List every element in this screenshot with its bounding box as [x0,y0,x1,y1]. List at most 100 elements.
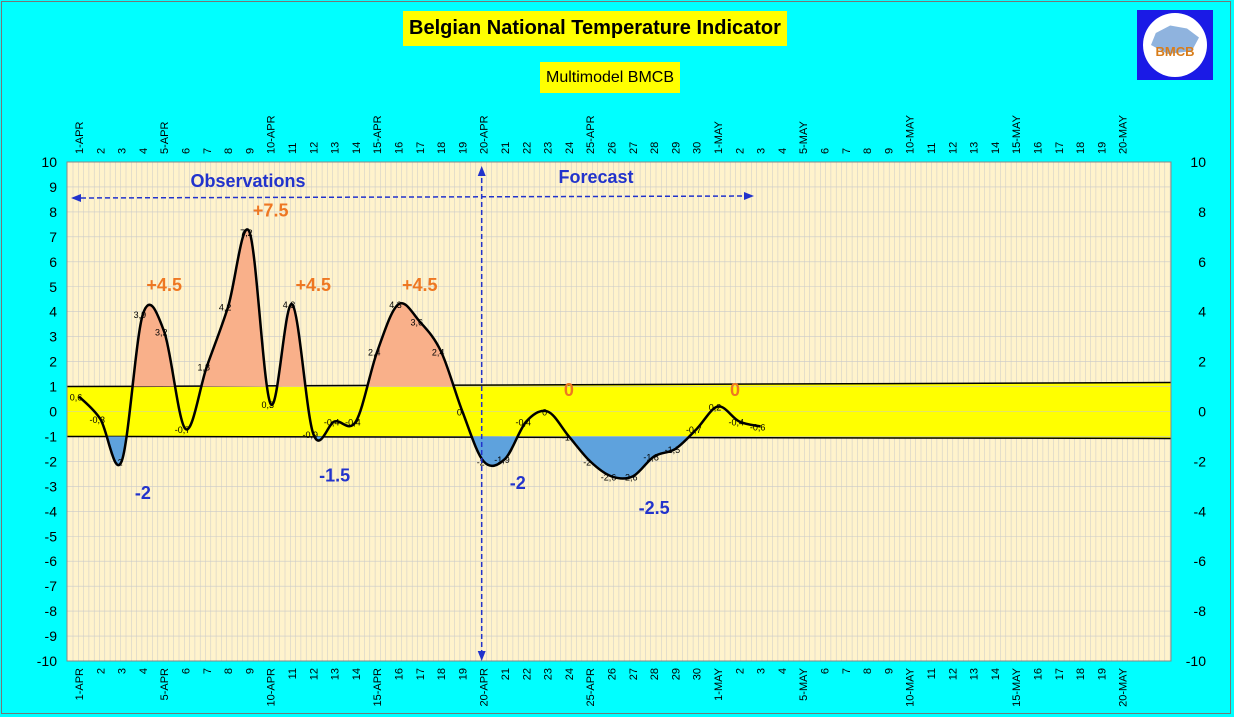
split-arrow-top [477,166,486,176]
x-tick-label-bottom: 8 [862,668,874,674]
y-tick-label-left: -1 [45,428,58,444]
y-tick-label-left: 1 [49,379,57,395]
data-point-label: -0,9 [303,430,319,440]
x-tick-label-top: 7 [202,148,214,154]
x-tick-label-top: 23 [543,142,555,154]
data-point-label: -2 [115,457,123,467]
x-tick-label-bottom: 2 [95,668,107,674]
y-tick-label-right: -4 [1194,503,1207,519]
x-tick-label-top: 2 [95,148,107,154]
x-tick-label-top: 10-APR [266,115,278,154]
y-tick-label-left: 6 [49,254,57,270]
x-tick-label-bottom: 18 [1075,668,1087,680]
x-tick-label-top: 17 [1054,142,1066,154]
x-tick-label-bottom: 6 [181,668,193,674]
temperature-line [78,228,761,480]
x-tick-label-top: 4 [138,148,150,154]
x-tick-label-top: 30 [692,142,704,154]
x-tick-label-bottom: 22 [521,668,533,680]
y-tick-label-left: -3 [45,478,58,494]
x-tick-label-top: 16 [1033,142,1045,154]
x-tick-label-bottom: 11 [287,668,299,679]
x-tick-label-bottom: 21 [500,668,512,680]
x-tick-label-bottom: 16 [1033,668,1045,680]
x-tick-label-top: 3 [117,148,129,154]
x-tick-label-top: 20-APR [479,115,491,154]
x-tick-label-top: 19 [1096,142,1108,154]
y-tick-label-left: -8 [45,603,58,619]
x-tick-label-bottom: 10-MAY [905,667,917,707]
x-tick-label-top: 7 [841,148,853,154]
x-tick-label-top: 5-MAY [798,121,810,154]
peak-label-warm: 0 [730,380,740,400]
y-tick-label-left: 10 [41,154,57,170]
x-tick-label-top: 11 [926,143,938,154]
x-tick-label-bottom: 1-MAY [713,667,725,700]
x-tick-label-top: 9 [244,148,256,154]
split-arrow-bottom [477,651,486,661]
x-tick-label-top: 29 [670,142,682,154]
x-tick-label-bottom: 14 [351,668,363,680]
x-tick-label-bottom: 8 [223,668,235,674]
data-point-label: -0,3 [90,415,106,425]
data-point-label: -0,4 [345,417,361,427]
y-tick-label-right: 0 [1198,404,1206,420]
x-tick-label-bottom: 30 [692,668,704,680]
x-tick-label-top: 2 [734,148,746,154]
data-point-label: 3,2 [155,328,168,338]
x-tick-label-top: 12 [308,142,320,154]
x-tick-label-top: 13 [969,142,981,154]
data-point-label: 3,6 [411,318,424,328]
x-tick-label-bottom: 7 [202,668,214,674]
x-tick-label-bottom: 5-APR [159,668,171,700]
y-tick-label-left: 2 [49,354,57,370]
x-tick-label-bottom: 25-APR [585,668,597,707]
data-point-label: -2,6 [601,472,617,482]
data-point-label: 7,2 [240,228,253,238]
data-point-label: -2 [583,457,591,467]
y-tick-label-right: -2 [1194,453,1207,469]
data-point-label: -2,6 [622,472,638,482]
normal-band [67,382,1171,439]
data-point-label: -0,4 [516,417,532,427]
x-tick-label-top: 6 [820,148,832,154]
data-point-label: 0,3 [261,400,274,410]
data-point-label: 0,2 [709,403,722,413]
x-tick-label-top: 20-MAY [1118,114,1130,154]
y-tick-label-left: 3 [49,329,57,345]
x-tick-label-top: 9 [883,148,895,154]
x-tick-label-bottom: 7 [841,668,853,674]
x-tick-label-bottom: 19 [1096,668,1108,680]
x-tick-label-bottom: 6 [820,668,832,674]
x-tick-label-top: 6 [181,148,193,154]
x-tick-label-bottom: 4 [777,668,789,674]
x-tick-label-top: 24 [564,142,576,154]
y-tick-label-left: 7 [49,229,57,245]
period-arrow-line [72,195,753,199]
x-tick-label-bottom: 15-MAY [1011,667,1023,707]
data-point-label: 3,9 [134,310,147,320]
data-point-label: 4,3 [283,300,296,310]
x-tick-label-bottom: 23 [543,668,555,680]
x-tick-label-top: 13 [330,142,342,154]
x-tick-label-bottom: 9 [244,668,256,674]
forecast-label: Forecast [558,167,633,187]
x-tick-label-top: 18 [1075,142,1087,154]
x-tick-label-bottom: 24 [564,668,576,680]
data-point-label: 2,4 [432,348,445,358]
x-tick-label-bottom: 27 [628,668,640,680]
data-point-label: 0,6 [70,393,83,403]
y-tick-label-left: -5 [45,528,58,544]
x-tick-label-bottom: 11 [926,668,938,679]
peak-label-warm: +4.5 [296,275,332,295]
x-tick-label-top: 22 [521,142,533,154]
x-tick-label-top: 8 [223,148,235,154]
x-tick-label-top: 11 [287,143,299,154]
x-tick-label-top: 15-MAY [1011,114,1023,154]
y-tick-label-left: -2 [45,453,58,469]
data-point-label: 1,8 [198,363,211,373]
x-tick-label-bottom: 1-APR [74,668,86,700]
